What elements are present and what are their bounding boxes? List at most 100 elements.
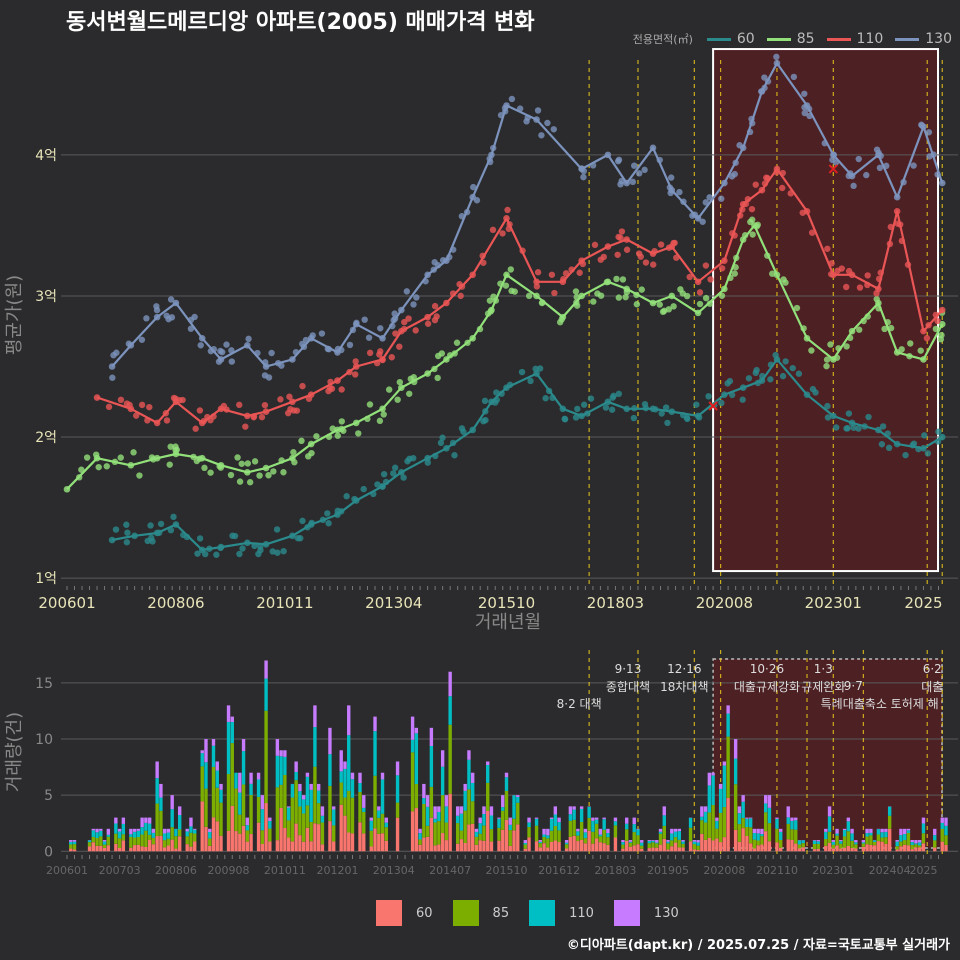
volume-bar-85: [587, 817, 591, 831]
volume-bar-85: [655, 843, 659, 848]
volume-bar-85: [940, 828, 944, 842]
volume-x-tick-label: 202110: [756, 864, 798, 877]
volume-bar-60: [380, 833, 385, 852]
price-scatter-130: [113, 349, 120, 356]
volume-bar-60: [328, 821, 332, 852]
volume-bar-130: [373, 716, 377, 732]
volume-bar-130: [628, 840, 633, 842]
price-scatter-130: [167, 296, 175, 303]
price-scatter-60: [404, 458, 411, 465]
volume-bar-130: [410, 716, 415, 740]
volume-bar-85: [831, 844, 835, 849]
volume-bar-110: [613, 821, 618, 826]
volume-bar-85: [132, 837, 137, 846]
price-scatter-130: [910, 162, 917, 169]
price-scatter-110: [338, 386, 345, 393]
price-scatter-130: [434, 262, 442, 269]
volume-bar-60: [662, 838, 666, 852]
price-scatter-60: [400, 474, 407, 481]
volume-bar-60: [132, 845, 137, 852]
volume-bar-60: [557, 842, 561, 852]
price-scatter-60: [885, 444, 893, 452]
volume-bar-130: [283, 750, 287, 757]
price-scatter-60: [542, 395, 549, 402]
volume-bar-60: [290, 841, 295, 852]
volume-bar-85: [696, 845, 700, 850]
price-point-110: [262, 408, 270, 415]
price-scatter-130: [523, 118, 530, 125]
price-point-85: [424, 370, 431, 377]
volume-bar-60: [737, 841, 742, 852]
price-point-60: [244, 539, 251, 547]
volume-bar-110: [854, 842, 858, 845]
price-scatter-130: [790, 73, 798, 81]
price-scatter-60: [878, 441, 886, 448]
volume-bar-85: [568, 820, 573, 837]
volume-bar-130: [144, 817, 148, 823]
price-scatter-110: [196, 407, 204, 414]
volume-bar-130: [114, 817, 118, 824]
price-point-130: [262, 363, 270, 370]
price-point-110: [830, 271, 837, 279]
price-point-130: [244, 342, 251, 349]
price-scatter-85: [83, 454, 91, 461]
price-scatter-60: [213, 551, 220, 558]
legend-bottom-label-60: 60: [416, 905, 433, 921]
volume-bar-130: [294, 761, 298, 772]
price-scatter-85: [823, 362, 830, 370]
price-scatter-110: [696, 289, 704, 296]
price-scatter-85: [380, 411, 387, 418]
price-scatter-60: [482, 408, 489, 415]
policy-annotation-date: 12·16: [667, 662, 701, 676]
price-scatter-110: [534, 269, 542, 276]
price-scatter-85: [167, 443, 174, 450]
volume-bar-85: [910, 844, 914, 850]
volume-bar-130: [640, 840, 644, 843]
price-scatter-130: [900, 178, 907, 186]
volume-bar-60: [602, 843, 606, 852]
volume-bar-110: [745, 818, 749, 827]
legend-bottom-swatch-130: [613, 900, 640, 926]
price-scatter-130: [377, 325, 384, 332]
price-point-130: [424, 271, 431, 279]
price-scatter-110: [192, 425, 199, 432]
volume-bar-130: [722, 761, 727, 766]
volume-bar-110: [899, 835, 903, 842]
volume-bar-85: [899, 841, 903, 847]
price-scatter-130: [228, 358, 236, 365]
volume-bar-110: [700, 816, 704, 821]
volume-bar-60: [69, 848, 73, 852]
price-scatter-60: [574, 405, 581, 413]
price-point-130: [668, 186, 676, 194]
legend-label-85: 85: [796, 31, 815, 47]
volume-bar-110: [583, 832, 588, 839]
volume-bar-85: [448, 724, 452, 794]
price-point-110: [938, 306, 946, 314]
volume-bar-130: [260, 795, 265, 810]
price-scatter-110: [748, 205, 756, 213]
price-scatter-60: [728, 391, 736, 399]
volume-bar-85: [144, 830, 148, 847]
price-scatter-130: [699, 218, 706, 225]
price-scatter-85: [525, 292, 533, 300]
volume-bar-60: [332, 841, 336, 852]
volume-bar-130: [448, 671, 452, 697]
price-scatter-130: [486, 158, 494, 166]
price-point-85: [93, 454, 101, 462]
volume-x-tick-label: 201407: [429, 864, 471, 877]
price-scatter-110: [779, 184, 786, 192]
price-scatter-110: [925, 321, 932, 329]
price-scatter-60: [391, 464, 399, 471]
volume-bar-85: [219, 802, 223, 836]
volume-bar-130: [159, 783, 163, 798]
volume-bar-60: [741, 828, 745, 852]
volume-bar-130: [673, 828, 678, 832]
volume-bar-85: [933, 840, 937, 848]
price-point-110: [773, 165, 781, 173]
volume-bar-130: [91, 828, 95, 831]
price-scatter-60: [759, 372, 766, 380]
volume-bar-85: [876, 834, 881, 842]
volume-bar-130: [816, 840, 820, 842]
volume-bar-110: [140, 827, 144, 835]
price-scatter-60: [684, 415, 691, 423]
